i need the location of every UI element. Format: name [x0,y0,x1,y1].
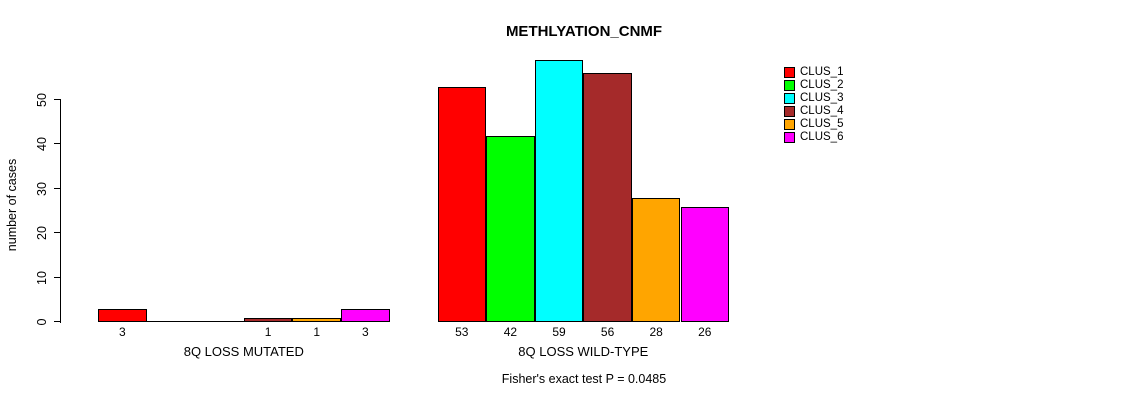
bar-clus_4-group1 [243,318,293,322]
x-axis-group-label-1: 8Q LOSS MUTATED [183,344,304,359]
bar-value-label: 1 [264,325,272,339]
bar-value-label: 28 [649,325,663,339]
legend-label-clus_5: CLUS_5 [800,118,844,130]
bar-clus_4-group2 [583,73,632,322]
legend-swatch-clus_3 [784,92,795,104]
legend-label-clus_6: CLUS_6 [800,131,844,143]
bar-clus_5-group1 [292,318,341,322]
y-axis-tick-label: 10 [35,270,49,285]
bar-clus_6-group2 [680,207,730,322]
y-axis-tick [54,277,61,278]
bar-clus_3-group1-zero [195,321,244,322]
y-axis-line [60,100,61,323]
legend-label-clus_1: CLUS_1 [800,66,844,78]
y-axis-tick [54,232,61,233]
y-axis-tick [54,99,61,100]
legend-swatch-clus_5 [784,118,795,130]
bar-value-label: 42 [503,325,518,339]
y-axis-tick [54,143,61,144]
legend-label-clus_3: CLUS_3 [800,92,844,104]
fisher-test-annotation: Fisher's exact test P = 0.0485 [501,372,667,386]
y-axis-tick-label: 0 [35,318,49,326]
x-axis-group-label-2: 8Q LOSS WILD-TYPE [518,344,649,359]
bar-value-label: 26 [698,325,712,339]
y-axis-tick [54,188,61,189]
y-axis-tick-label: 40 [35,137,49,152]
y-axis-tick-label: 50 [35,93,49,107]
bar-clus_1-group2 [437,87,487,322]
legend-swatch-clus_4 [784,105,795,117]
bar-value-label: 3 [361,325,369,339]
legend-swatch-clus_1 [784,66,795,78]
y-axis-tick-label: 20 [35,226,49,241]
bar-clus_2-group1-zero [146,321,196,322]
bar-value-label: 1 [313,325,321,339]
bar-clus_1-group1 [98,309,147,322]
bar-clus_2-group2 [486,136,535,322]
y-axis-tick [54,321,61,322]
legend-label-clus_2: CLUS_2 [800,79,844,91]
bar-clus_3-group2 [534,60,584,322]
bar-value-label: 3 [118,325,126,339]
legend-label-clus_4: CLUS_4 [800,105,844,117]
bar-clus_6-group1 [341,309,390,322]
legend-swatch-clus_6 [784,131,795,143]
legend-swatch-clus_2 [784,79,795,91]
bar-value-label: 53 [455,325,469,339]
bar-clus_5-group2 [631,198,681,322]
bar-value-label: 56 [600,325,615,339]
bar-value-label: 59 [552,325,566,339]
y-axis-tick-label: 30 [35,181,49,196]
chart-title: METHLYATION_CNMF [505,23,663,40]
